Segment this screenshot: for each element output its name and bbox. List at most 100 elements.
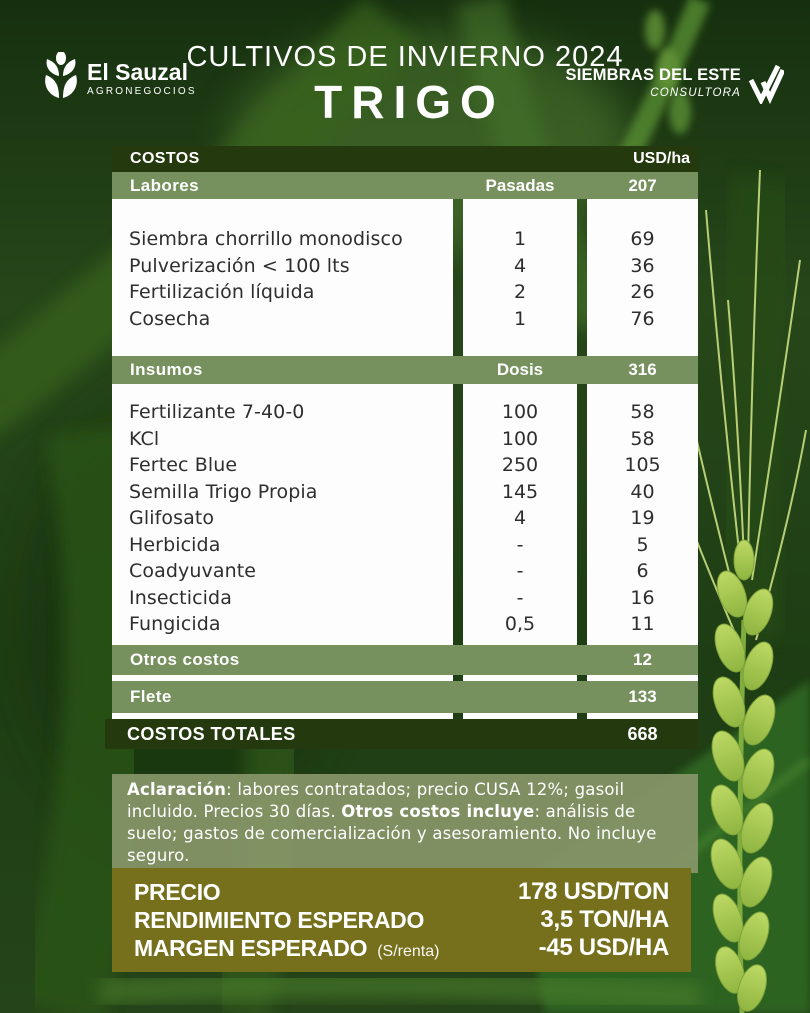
labores-label: Labores	[130, 175, 199, 195]
brand-left-tagline: AGRONEGOCIOS	[87, 85, 197, 97]
cost-item-name: Fungicida	[129, 613, 221, 636]
cost-table: COSTOS USD/ha Labores Pasadas 207 Siembr…	[105, 146, 698, 749]
section-header-insumos: Insumos Dosis 316	[112, 356, 698, 384]
insumos-subtotal: 316	[628, 360, 657, 379]
rendimiento-label: RENDIMIENTO ESPERADO	[134, 906, 425, 933]
cost-item-qty: 100	[501, 401, 539, 424]
labores-cost-column: 69 36 26 76	[587, 199, 698, 356]
cost-item-value: 58	[630, 401, 655, 424]
otros-costos-label: Otros costos	[130, 650, 240, 669]
cost-item-qty: 250	[501, 454, 539, 477]
rendimiento-value: 3,5 TON/HA	[540, 906, 669, 933]
brand-siembras-del-este: SIEMBRAS DEL ESTE CONSULTORA	[566, 60, 784, 104]
cost-item-value: 16	[630, 586, 655, 609]
precio-value: 178 USD/TON	[518, 878, 669, 905]
labores-name-column: Siembra chorrillo monodisco Pulverizació…	[112, 199, 453, 356]
cost-item-qty: 1	[513, 228, 527, 251]
cost-item-qty: 2	[513, 281, 527, 304]
siembras-double-check-icon	[748, 64, 784, 104]
brand-right-name: SIEMBRAS DEL ESTE	[565, 65, 741, 84]
brand-right-tagline: CONSULTORA	[650, 86, 741, 99]
margen-note: (S/renta)	[377, 942, 440, 960]
column-gap	[453, 384, 463, 645]
flete-value: 133	[628, 687, 657, 706]
note-text-1: : labores contratados; precio CUSA 12%; …	[127, 780, 625, 821]
insumos-cost-column: 58 58 105 40 19 5 6 16 11	[587, 384, 698, 645]
cost-item-value: 6	[636, 560, 649, 583]
cost-item-value: 58	[630, 427, 655, 450]
crop-title: TRIGO	[314, 76, 505, 128]
clarification-note: Aclaración: labores contratados; precio …	[112, 774, 698, 873]
cost-item-value: 36	[630, 254, 655, 277]
white-separator	[112, 713, 698, 719]
cost-item-qty: 4	[513, 254, 527, 277]
brand-left-name: El Sauzal	[87, 58, 188, 85]
insumos-qty-column: 100 100 250 145 4 - - - 0,5	[463, 384, 577, 645]
note-text-2: : análisis de suelo; gastos de comercial…	[127, 802, 657, 865]
cost-item-qty: 0,5	[504, 613, 536, 636]
cost-item-name: Herbicida	[129, 533, 221, 556]
cost-item-qty: 145	[501, 480, 539, 503]
row-otros-costos: Otros costos 12	[112, 645, 698, 675]
otros-costos-value: 12	[633, 650, 652, 669]
margen-label: MARGEN ESPERADO	[134, 934, 368, 961]
cost-item-name: Fertilizante 7-40-0	[129, 401, 305, 424]
section-header-labores: Labores Pasadas 207	[112, 172, 698, 199]
cost-item-value: 76	[630, 307, 655, 330]
el-sauzal-plant-icon	[45, 52, 77, 98]
row-costos-totales: COSTOS TOTALES 668	[105, 719, 698, 749]
costos-header-label: COSTOS	[130, 150, 200, 167]
insumos-name-column: Fertilizante 7-40-0 KCl Fertec Blue Semi…	[112, 384, 453, 645]
title-block: CULTIVOS DE INVIERNO 2024 TRIGO	[0, 41, 810, 129]
cost-item-name: Fertilización líquida	[129, 281, 315, 304]
dosis-column-header: Dosis	[496, 360, 544, 379]
note-bold-otros-costos: Otros costos incluye	[341, 802, 535, 821]
table-header-costos: COSTOS USD/ha	[112, 146, 698, 172]
cost-item-value: 11	[630, 613, 655, 636]
cost-item-name: Glifosato	[129, 507, 215, 530]
costos-unit-label: USD/ha	[633, 150, 690, 167]
white-separator	[112, 675, 698, 681]
cost-item-name: Fertec Blue	[129, 454, 238, 477]
brand-el-sauzal: El Sauzal AGRONEGOCIOS	[44, 52, 197, 104]
summary-row-rendimiento: RENDIMIENTO ESPERADO 3,5 TON/HA	[134, 906, 669, 934]
cost-item-qty: -	[516, 560, 524, 583]
cost-item-value: 69	[630, 228, 655, 251]
margen-value: -45 USD/HA	[538, 934, 670, 961]
cost-item-qty: 4	[513, 507, 527, 530]
cost-item-qty: -	[516, 533, 524, 556]
note-bold-aclaracion: Aclaración	[127, 780, 227, 799]
cost-item-value: 26	[630, 281, 655, 304]
cost-item-value: 19	[630, 507, 655, 530]
cost-item-value: 105	[624, 454, 661, 477]
column-gap	[453, 199, 463, 356]
labores-body: Siembra chorrillo monodisco Pulverizació…	[112, 199, 698, 356]
summary-row-precio: PRECIO 178 USD/TON	[134, 878, 669, 906]
cost-item-qty: 1	[513, 307, 527, 330]
column-gap	[577, 199, 587, 356]
brand-right-text: SIEMBRAS DEL ESTE CONSULTORA	[566, 66, 741, 99]
row-flete: Flete 133	[112, 681, 698, 713]
cost-item-name: Coadyuvante	[129, 560, 257, 583]
cost-item-qty: 100	[501, 427, 539, 450]
column-gap	[577, 384, 587, 645]
cost-item-name: Semilla Trigo Propia	[129, 480, 318, 503]
costos-totales-label: COSTOS TOTALES	[127, 723, 296, 744]
costos-totales-value: 668	[627, 723, 658, 744]
insumos-label: Insumos	[130, 360, 203, 379]
cost-item-name: Pulverización < 100 lts	[129, 254, 350, 277]
cost-item-name: Siembra chorrillo monodisco	[129, 228, 403, 251]
brand-left-text: El Sauzal AGRONEGOCIOS	[87, 60, 197, 97]
summary-row-margen: MARGEN ESPERADO (S/renta) -45 USD/HA	[134, 934, 669, 962]
labores-subtotal: 207	[628, 175, 657, 195]
campaign-title: CULTIVOS DE INVIERNO 2024	[186, 41, 624, 73]
wheat-ear	[659, 169, 807, 1013]
pasadas-column-header: Pasadas	[485, 175, 555, 195]
labores-qty-column: 1 4 2 1	[463, 199, 577, 356]
cost-item-value: 40	[630, 480, 655, 503]
precio-label: PRECIO	[134, 878, 221, 905]
insumos-body: Fertilizante 7-40-0 KCl Fertec Blue Semi…	[112, 384, 698, 645]
cost-item-name: KCl	[129, 427, 160, 450]
cost-item-qty: -	[516, 586, 524, 609]
